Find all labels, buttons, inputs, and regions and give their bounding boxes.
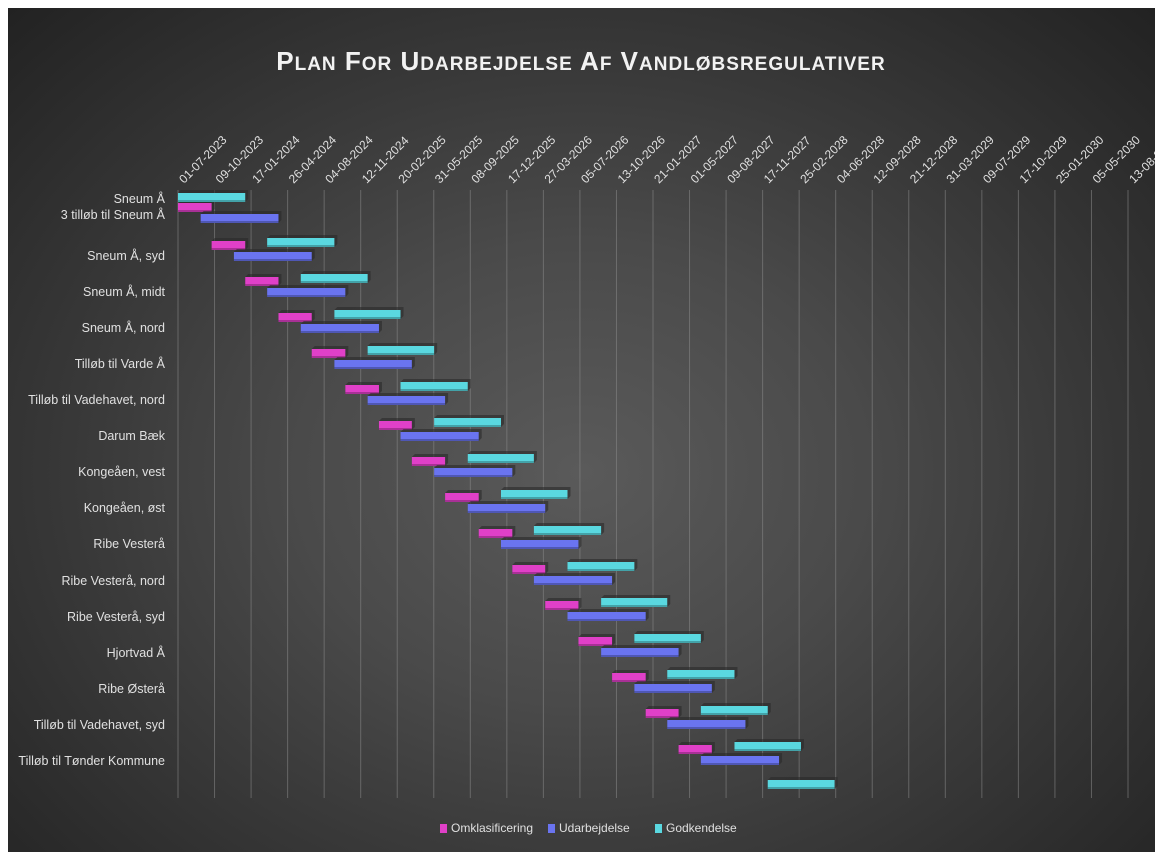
bar-udarbejdelse bbox=[300, 321, 382, 333]
bar-udarbejdelse bbox=[700, 753, 783, 765]
category-label: Tilløb til Varde Å bbox=[75, 356, 166, 371]
bar-godkendelse bbox=[300, 271, 371, 283]
category-label: Ribe Vesterå bbox=[93, 537, 165, 551]
bar-omklasificering bbox=[612, 670, 649, 682]
legend-label: Udarbejdelse bbox=[559, 821, 630, 835]
bar-godkendelse bbox=[267, 235, 338, 247]
bar-omklasificering bbox=[245, 274, 282, 286]
bar-udarbejdelse bbox=[267, 285, 349, 297]
category-label: Ribe Østerå bbox=[98, 682, 165, 696]
category-label: Sneum Å bbox=[114, 191, 166, 206]
category-label: Sneum Å, midt bbox=[83, 284, 166, 299]
bar-omklasificering bbox=[478, 526, 516, 538]
bar-godkendelse bbox=[667, 667, 738, 679]
category-label: Sneum Å, syd bbox=[87, 248, 165, 263]
bar-godkendelse bbox=[767, 777, 838, 789]
legend-label: Godkendelse bbox=[666, 821, 737, 835]
bar-omklasificering bbox=[178, 200, 215, 212]
bar-omklasificering bbox=[311, 346, 349, 358]
bar-udarbejdelse bbox=[634, 681, 715, 693]
bar-godkendelse bbox=[367, 343, 438, 355]
category-label: Tilløb til Vadehavet, syd bbox=[34, 718, 165, 732]
bar-godkendelse bbox=[700, 703, 771, 715]
bar-godkendelse bbox=[601, 595, 671, 607]
category-label: Sneum Å, nord bbox=[82, 320, 165, 335]
category-label: Hjortvad Å bbox=[107, 645, 166, 660]
category-label: Tilløb til Vadehavet, nord bbox=[28, 393, 165, 407]
bar-omklasificering bbox=[378, 418, 415, 430]
bars bbox=[178, 190, 838, 789]
category-label: Kongeåen, vest bbox=[78, 465, 165, 479]
bar-udarbejdelse bbox=[400, 429, 482, 441]
bar-godkendelse bbox=[334, 307, 404, 319]
category-label: Kongeåen, øst bbox=[84, 501, 166, 515]
category-label: Ribe Vesterå, syd bbox=[67, 610, 165, 624]
bar-godkendelse bbox=[501, 487, 571, 499]
bar-udarbejdelse bbox=[533, 573, 616, 585]
chart-frame: PLAN FOR UDARBEJDELSE AF VANDLØBSREGULAT… bbox=[8, 8, 1155, 852]
bar-omklasificering bbox=[345, 382, 382, 394]
category-label: Darum Bæk bbox=[98, 429, 165, 443]
bar-udarbejdelse bbox=[667, 717, 749, 729]
category-label: Ribe Vesterå, nord bbox=[61, 574, 165, 588]
bar-godkendelse bbox=[400, 379, 471, 391]
bar-omklasificering bbox=[678, 742, 715, 754]
legend-swatch bbox=[655, 824, 662, 833]
bar-omklasificering bbox=[411, 454, 449, 466]
bar-godkendelse bbox=[533, 523, 605, 535]
legend: Omklasificering Udarbejdelse Godkendelse bbox=[440, 821, 737, 835]
bar-udarbejdelse bbox=[334, 357, 415, 369]
bar-udarbejdelse bbox=[434, 465, 516, 477]
x-axis-ticks: 01-07-202309-10-202317-01-202426-04-2024… bbox=[176, 133, 1155, 187]
bar-omklasificering bbox=[445, 490, 482, 502]
legend-label: Omklasificering bbox=[451, 821, 533, 835]
bar-udarbejdelse bbox=[467, 501, 549, 513]
bar-omklasificering bbox=[278, 310, 315, 322]
bar-godkendelse bbox=[567, 559, 638, 571]
bar-udarbejdelse bbox=[367, 393, 449, 405]
bar-omklasificering bbox=[512, 562, 549, 574]
bar-udarbejdelse bbox=[200, 211, 282, 223]
bar-godkendelse bbox=[467, 451, 537, 463]
bar-udarbejdelse bbox=[501, 537, 582, 549]
bar-godkendelse bbox=[178, 190, 249, 202]
legend-swatch bbox=[548, 824, 555, 833]
bar-godkendelse bbox=[634, 631, 704, 643]
gantt-chart: PLAN FOR UDARBEJDELSE AF VANDLØBSREGULAT… bbox=[18, 46, 1155, 835]
bar-omklasificering bbox=[645, 706, 682, 718]
bar-udarbejdelse bbox=[567, 609, 649, 621]
bar-omklasificering bbox=[578, 634, 616, 646]
legend-swatch bbox=[440, 824, 447, 833]
category-label: Tilløb til Tønder Kommune bbox=[18, 754, 165, 768]
category-label: 3 tilløb til Sneum Å bbox=[61, 207, 166, 222]
bar-godkendelse bbox=[434, 415, 504, 427]
bar-udarbejdelse bbox=[601, 645, 682, 657]
bar-omklasificering bbox=[211, 238, 249, 250]
y-axis-categories: Sneum Å3 tilløb til Sneum Å Sneum Å, syd S… bbox=[18, 191, 165, 768]
grid-lines bbox=[177, 190, 1129, 798]
bar-omklasificering bbox=[545, 598, 582, 610]
bar-godkendelse bbox=[734, 739, 804, 751]
bar-udarbejdelse bbox=[233, 249, 315, 261]
chart-title: PLAN FOR UDARBEJDELSE AF VANDLØBSREGULAT… bbox=[276, 46, 885, 76]
